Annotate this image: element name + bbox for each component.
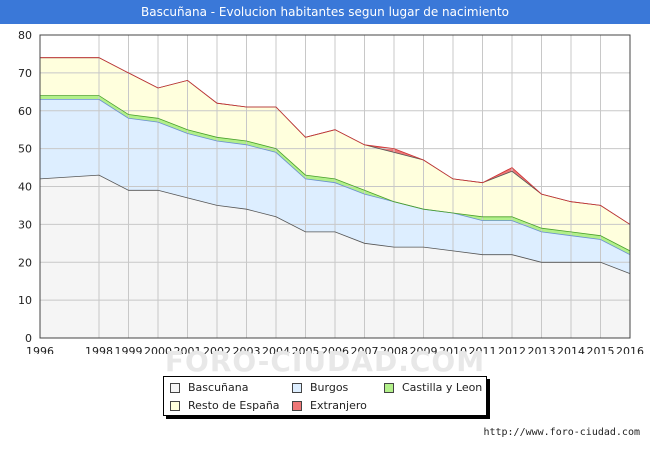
legend-swatch	[384, 383, 394, 393]
legend-label: Resto de España	[188, 399, 280, 412]
y-tick-label-6: 60	[18, 105, 32, 118]
chart-legend: Bascuñana Burgos Castilla y Leon Resto de E…	[163, 376, 487, 416]
series-line-4	[40, 57, 631, 225]
y-tick-label-0: 0	[25, 332, 32, 345]
legend-label: Castilla y Leon	[402, 381, 483, 394]
x-tick-label-13: 2010	[439, 345, 467, 354]
y-tick-label-7: 70	[18, 67, 32, 80]
legend-swatch	[292, 401, 302, 411]
series-line-1	[40, 99, 631, 256]
watermark: FORO-CIUDAD.COM	[164, 345, 486, 378]
x-tick-label-0: 1996	[26, 345, 54, 354]
x-tick-label-2: 1999	[115, 345, 143, 354]
chart-title: Bascuñana - Evolucion habitantes segun l…	[0, 0, 650, 24]
x-tick-label-1: 1998	[85, 345, 113, 354]
x-tick-label-3: 2000	[144, 345, 172, 354]
series-line-2	[40, 95, 631, 252]
legend-label: Burgos	[310, 381, 349, 394]
source-link[interactable]: http://www.foro-ciudad.com	[483, 427, 640, 438]
x-tick-label-14: 2011	[469, 345, 497, 354]
x-tick-label-12: 2009	[410, 345, 438, 354]
y-tick-label-3: 30	[18, 218, 32, 231]
legend-swatch	[170, 401, 180, 411]
series-line-0	[39, 174, 631, 274]
x-tick-label-5: 2002	[203, 345, 231, 354]
legend-label: Bascuñana	[188, 381, 249, 394]
x-tick-label-16: 2013	[528, 345, 556, 354]
x-tick-label-9: 2006	[321, 345, 349, 354]
y-tick-label-1: 10	[18, 294, 32, 307]
x-tick-label-8: 2005	[292, 345, 320, 354]
x-tick-label-15: 2012	[498, 345, 526, 354]
legend-label: Extranjero	[310, 399, 367, 412]
y-tick-label-8: 80	[18, 29, 32, 42]
x-tick-label-4: 2001	[174, 345, 202, 354]
x-tick-label-6: 2003	[233, 345, 261, 354]
y-tick-label-2: 20	[18, 256, 32, 269]
legend-swatch	[170, 383, 180, 393]
y-tick-label-5: 50	[18, 143, 32, 156]
x-tick-label-7: 2004	[262, 345, 290, 354]
plot-border	[39, 34, 631, 339]
x-tick-label-17: 2014	[557, 345, 585, 354]
y-tick-label-4: 40	[18, 181, 32, 194]
x-tick-label-19: 2016	[616, 345, 644, 354]
x-tick-label-11: 2008	[380, 345, 408, 354]
x-tick-label-10: 2007	[351, 345, 379, 354]
x-tick-label-18: 2015	[587, 345, 615, 354]
legend-swatch	[292, 383, 302, 393]
